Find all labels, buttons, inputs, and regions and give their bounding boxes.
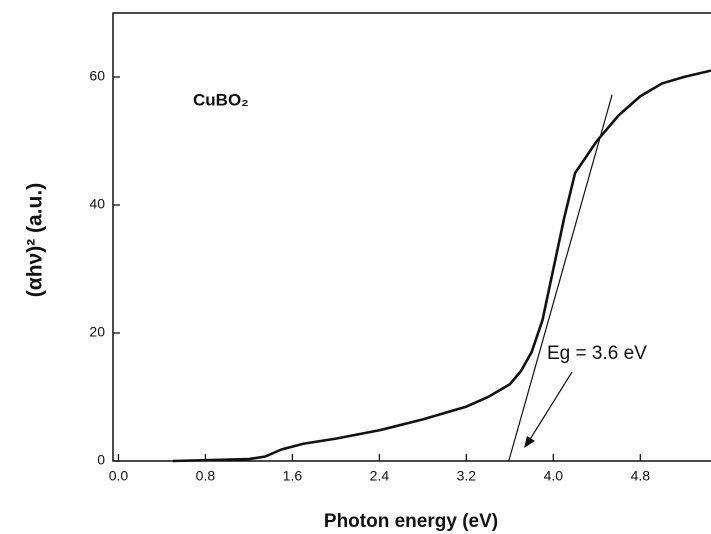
x-axis-label: Photon energy (eV)	[324, 511, 498, 532]
x-tick-label: 3.2	[457, 468, 477, 484]
arrow-head	[524, 436, 535, 448]
x-tick-label: 4.8	[631, 468, 651, 484]
tangent-line	[508, 94, 613, 462]
data-line	[172, 69, 711, 463]
y-tick-label: 0	[97, 452, 105, 468]
y-axis-label: (αhν)² (a.u.)	[24, 183, 47, 297]
x-tick-label: 1.6	[283, 468, 303, 484]
x-tick-label: 4.0	[544, 468, 564, 484]
compound-label: CuBO₂	[193, 90, 249, 109]
y-tick-label: 40	[89, 196, 105, 212]
arrow	[528, 371, 573, 442]
plot-frame	[112, 12, 711, 462]
x-tick-label: 2.4	[370, 468, 390, 484]
x-tick-label: 0.0	[109, 468, 129, 484]
band-gap-label: Eg = 3.6 eV	[547, 343, 647, 364]
y-tick-label: 20	[89, 324, 105, 340]
y-tick-label: 60	[89, 68, 105, 84]
x-tick-label: 0.8	[196, 468, 216, 484]
